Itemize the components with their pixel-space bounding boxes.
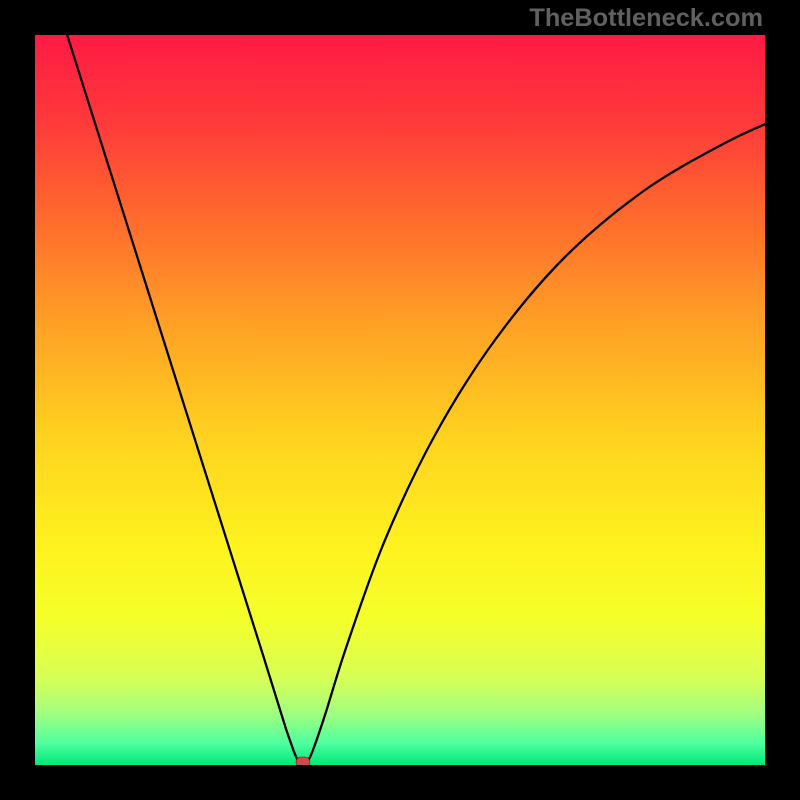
min-marker xyxy=(296,757,310,765)
watermark-text: TheBottleneck.com xyxy=(529,4,763,33)
gradient-background xyxy=(35,35,765,765)
plot-area xyxy=(35,35,765,765)
curve-layer xyxy=(35,35,765,765)
